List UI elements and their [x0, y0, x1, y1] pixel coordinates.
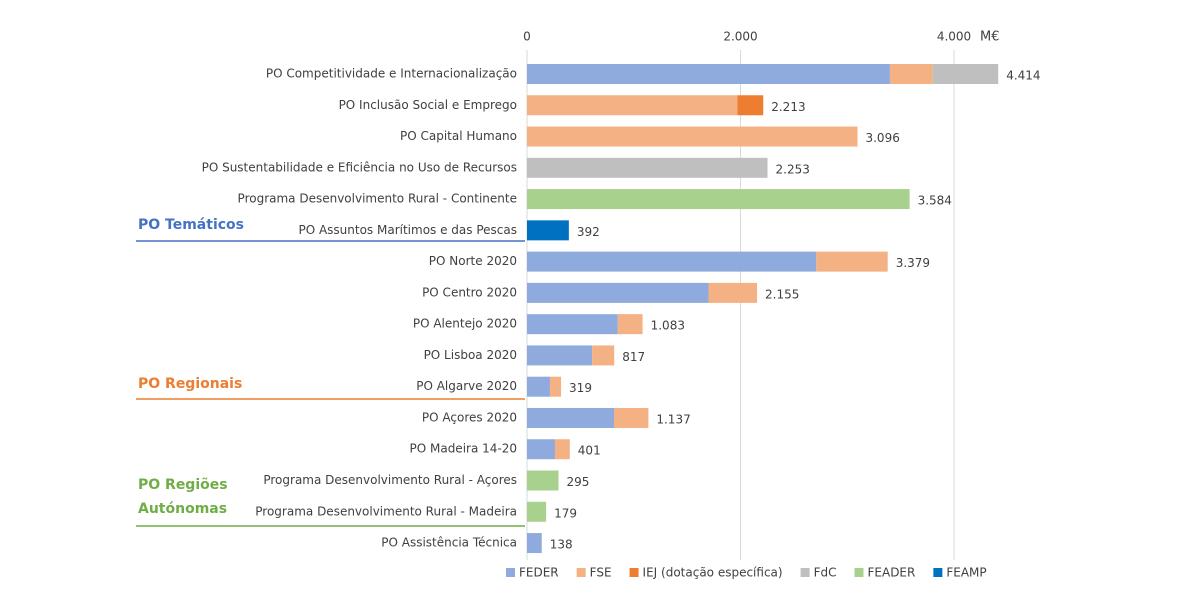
group-label: PO Regionais — [138, 376, 242, 392]
legend-swatch — [629, 568, 639, 577]
total-label: 1.137 — [656, 412, 690, 426]
total-label: 295 — [566, 475, 589, 489]
y-tick-label: PO Assuntos Marítimos e das Pescas — [298, 223, 517, 237]
total-label: 2.213 — [771, 100, 805, 114]
unit-label: M€ — [980, 30, 1000, 45]
bar-segment — [527, 345, 593, 366]
y-tick-label: PO Inclusão Social e Emprego — [339, 98, 517, 112]
legend-swatch — [854, 568, 864, 577]
group-label: Autónomas — [138, 501, 227, 517]
bar-segment — [527, 157, 768, 178]
y-tick-label: PO Açores 2020 — [422, 410, 517, 424]
bar-segment — [932, 64, 999, 84]
y-tick-label: PO Assistência Técnica — [381, 536, 517, 550]
bar-segment — [527, 189, 910, 210]
total-label: 179 — [554, 506, 577, 520]
legend-label: FSE — [590, 566, 612, 580]
legend-swatch — [506, 568, 515, 577]
total-label: 2.155 — [765, 287, 799, 301]
legend-label: FEDER — [519, 566, 559, 580]
bar-segment — [527, 533, 542, 554]
total-label: 138 — [550, 538, 573, 552]
bar-segment — [554, 439, 570, 460]
y-tick-label: PO Madeira 14-20 — [409, 442, 517, 456]
bar-segment — [527, 376, 550, 397]
total-label: 401 — [578, 444, 601, 458]
bar-segment — [889, 64, 933, 84]
total-label: 319 — [569, 381, 592, 395]
bar-segment — [527, 95, 738, 116]
bar-segment — [527, 220, 569, 241]
bar-segment — [592, 345, 615, 366]
bar-segment — [527, 407, 615, 428]
bar-segment — [737, 95, 764, 116]
x-tick-label: 0 — [523, 30, 531, 44]
legend-label: FEAMP — [946, 566, 986, 580]
bar-segment — [527, 501, 547, 522]
total-label: 392 — [577, 225, 600, 239]
bar-segment — [527, 251, 817, 272]
bar-segment — [816, 251, 888, 272]
bar-segment — [527, 64, 890, 84]
group-label: PO Temáticos — [138, 217, 244, 233]
y-tick-label: PO Competitividade e Internacionalização — [266, 67, 517, 81]
bar-segment — [708, 282, 758, 303]
y-tick-label: PO Sustentabilidade e Eficiência no Uso … — [202, 160, 517, 174]
y-tick-label: Programa Desenvolvimento Rural - Contine… — [238, 192, 517, 206]
total-label: 1.083 — [651, 319, 685, 333]
total-label: 4.414 — [1006, 69, 1040, 83]
legend-label: FdC — [814, 566, 837, 580]
total-label: 3.096 — [865, 131, 899, 145]
y-tick-label: PO Lisboa 2020 — [424, 348, 517, 362]
y-tick-label: PO Norte 2020 — [429, 254, 517, 268]
y-tick-label: PO Centro 2020 — [422, 285, 517, 299]
bar-segment — [527, 439, 555, 460]
legend-swatch — [576, 568, 586, 577]
y-tick-label: PO Alentejo 2020 — [413, 317, 517, 331]
bar-segment — [527, 470, 559, 491]
total-label: 2.253 — [776, 162, 810, 176]
bar-segment — [614, 407, 649, 428]
y-tick-label: PO Capital Humano — [400, 129, 517, 143]
legend-swatch — [800, 568, 810, 577]
legend-swatch — [933, 568, 943, 577]
legend-label: IEJ (dotação específica) — [643, 566, 783, 580]
legend-label: FEADER — [868, 566, 916, 580]
bar-segment — [549, 376, 562, 397]
x-tick-label: 4.000 — [937, 30, 971, 44]
total-label: 3.379 — [896, 256, 930, 270]
total-label: 817 — [622, 350, 645, 364]
y-tick-label: Programa Desenvolvimento Rural - Madeira — [255, 504, 517, 518]
group-label: PO Regiões — [138, 477, 228, 493]
bar-segment — [617, 314, 643, 335]
y-tick-label: PO Algarve 2020 — [416, 379, 517, 393]
bar-segment — [527, 282, 709, 303]
x-tick-label: 2.000 — [723, 30, 757, 44]
bar-segment — [527, 314, 618, 335]
total-label: 3.584 — [918, 194, 952, 208]
bar-segment — [527, 126, 858, 147]
y-tick-label: Programa Desenvolvimento Rural - Açores — [263, 473, 517, 487]
